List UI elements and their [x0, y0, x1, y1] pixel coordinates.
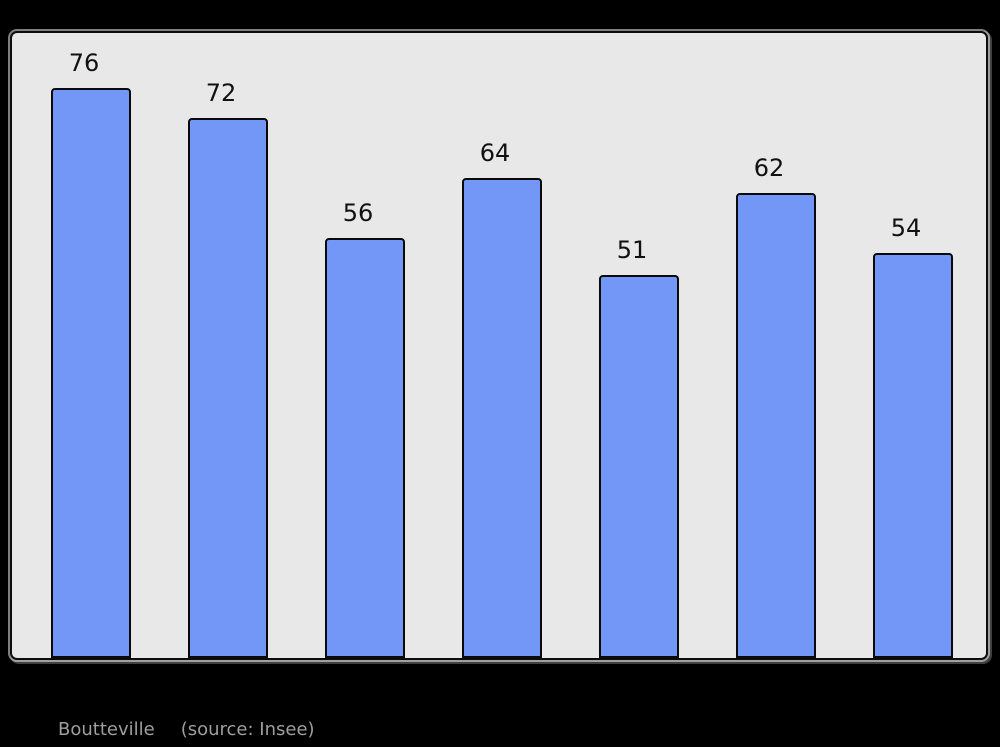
bar-value-label: 54 — [890, 214, 922, 242]
chart-caption: Boutteville (source: Insee) — [58, 719, 315, 741]
bar — [325, 238, 405, 658]
bar — [462, 178, 542, 658]
bar — [736, 193, 816, 658]
bar — [188, 118, 268, 658]
bar-value-label: 56 — [342, 199, 374, 227]
caption-location: Boutteville — [58, 719, 155, 740]
plot-area: 76 72 56 64 51 62 54 — [12, 33, 986, 658]
bar-value-label: 62 — [753, 154, 785, 182]
bar — [599, 275, 679, 658]
bar — [873, 253, 953, 658]
bar — [51, 88, 131, 658]
bar-value-label: 51 — [616, 236, 648, 264]
bar-value-label: 72 — [205, 79, 237, 107]
bar-value-label: 64 — [479, 139, 511, 167]
chart-frame: 76 72 56 64 51 62 54 — [10, 31, 988, 660]
caption-source: (source: Insee) — [180, 719, 315, 740]
bar-value-label: 76 — [68, 49, 100, 77]
